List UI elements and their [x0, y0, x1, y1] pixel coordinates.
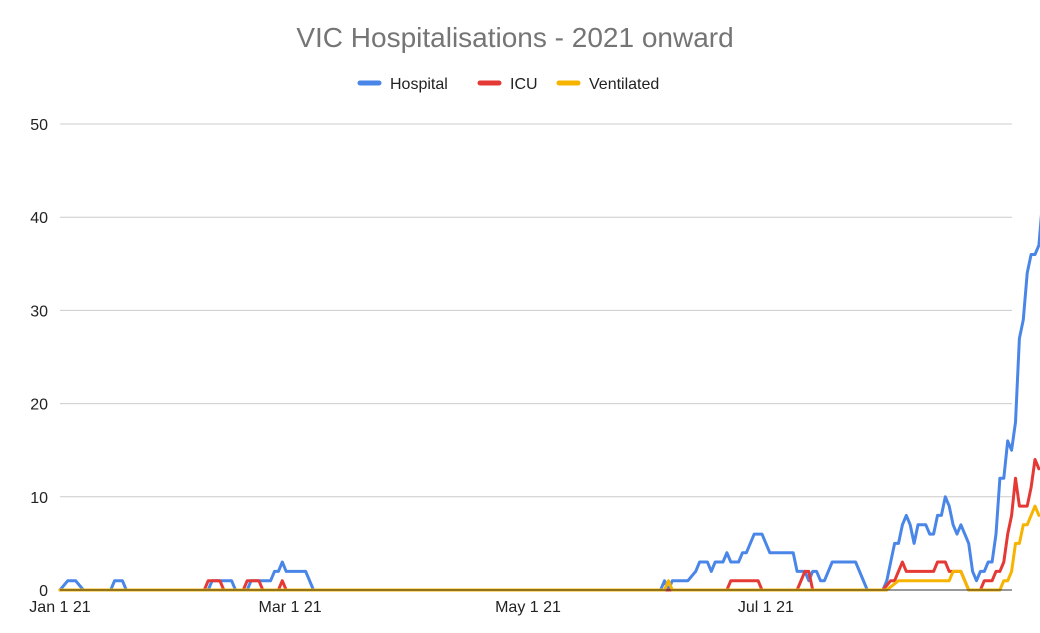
series-line-ventilated [58, 504, 1040, 592]
legend-label: Ventilated [589, 76, 659, 93]
legend-label: ICU [510, 76, 538, 93]
y-tick-label: 10 [30, 490, 48, 507]
series-line-hospital [58, 214, 1040, 592]
series-layer [58, 214, 1040, 592]
y-tick-label: 40 [30, 210, 48, 227]
y-tick-label: 0 [39, 583, 48, 600]
legend-item-icu[interactable]: ICU [477, 76, 538, 93]
y-tick-label: 50 [30, 117, 48, 134]
legend-item-ventilated[interactable]: Ventilated [556, 76, 659, 93]
x-tick-label: May 1 21 [495, 599, 561, 616]
y-tick-label: 20 [30, 397, 48, 414]
x-tick-label: Mar 1 21 [259, 599, 322, 616]
series-line-icu [58, 458, 1040, 592]
chart-title: VIC Hospitalisations - 2021 onward [296, 22, 733, 53]
x-tick-label: Jul 1 21 [738, 599, 794, 616]
x-tick-label: Jan 1 21 [29, 599, 90, 616]
legend: Hospital ICU Ventilated [357, 76, 659, 93]
y-axis-ticks: 0 10 20 30 40 50 [30, 117, 48, 600]
legend-label: Hospital [390, 76, 448, 93]
x-axis-ticks: Jan 1 21 Mar 1 21 May 1 21 Jul 1 21 [29, 599, 794, 616]
legend-item-hospital[interactable]: Hospital [357, 76, 448, 93]
y-tick-label: 30 [30, 303, 48, 320]
gridlines [60, 123, 1012, 498]
